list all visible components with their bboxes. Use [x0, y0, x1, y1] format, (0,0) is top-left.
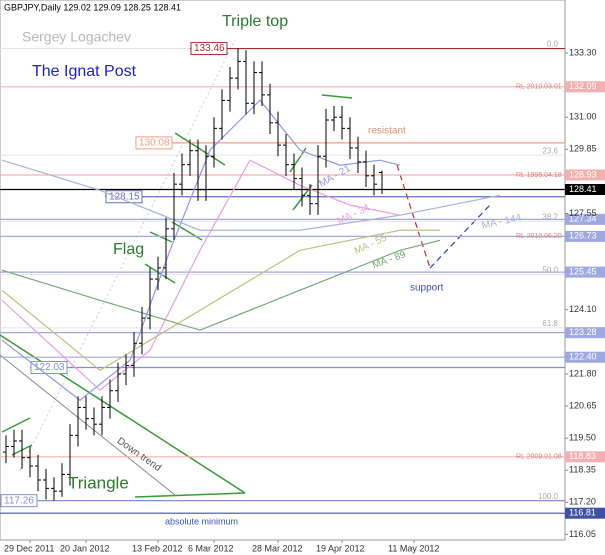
annotation: absolute minimum — [165, 516, 238, 526]
level-note: RL 2010.06.20 — [516, 233, 562, 240]
level-tag — [565, 327, 605, 339]
level-label: 116.81 — [569, 508, 596, 518]
chart-title: GBPJPY,Daily 129.02 129.09 128.25 128.41 — [4, 2, 181, 12]
ma-line — [1, 229, 440, 372]
level-box — [190, 42, 228, 56]
level-tag — [565, 183, 605, 195]
level-tag — [565, 451, 605, 463]
level-label: 117.26 — [4, 495, 34, 506]
level-label: 128.41 — [569, 184, 597, 194]
level-box — [0, 494, 38, 508]
axis: 133.30 131.00 129.85 127.55 124.10 121.80 120.… — [4, 47, 597, 553]
y-tick-label: 116.05 — [569, 529, 596, 539]
level-tag — [565, 266, 605, 278]
flag-line — [149, 231, 173, 243]
y-tick-label: 124.10 — [569, 304, 597, 314]
y-tick-label: 117.20 — [569, 497, 596, 507]
pattern-line — [1, 417, 31, 433]
down-trend-line — [0, 354, 176, 496]
annotation: Flag — [113, 241, 144, 258]
level-tag — [565, 230, 605, 242]
level-tag — [565, 213, 605, 225]
fib-label: 100.0 — [538, 492, 559, 501]
flag-line — [144, 263, 176, 284]
y-tick-label: 120.65 — [569, 400, 597, 410]
y-tick-label: 133.30 — [569, 47, 597, 57]
x-tick-label: 28 Mar 2012 — [252, 543, 303, 553]
fib-trend — [19, 39, 236, 471]
x-tick-label: 11 May 2012 — [388, 543, 439, 553]
level-box — [30, 361, 68, 375]
levels: 0.0 23.6 38.2 50.0 61.8 100.0 133.46 132.09 RL 2… — [0, 40, 605, 519]
level-label: 125.45 — [569, 266, 597, 276]
fib-label: 50.0 — [542, 266, 558, 275]
triangle-line — [134, 492, 246, 498]
level-note: RL 2009.01.08 — [516, 454, 562, 461]
level-tag — [565, 169, 605, 181]
ma-line — [1, 239, 441, 331]
fib-label: 38.2 — [542, 212, 558, 221]
annotation: support — [410, 283, 444, 294]
level-box — [105, 190, 143, 204]
watermark: Sergey Logachev — [22, 29, 131, 45]
ma-line — [1, 159, 401, 391]
fib-label: 61.8 — [542, 319, 558, 328]
level-label: 133.46 — [194, 43, 225, 54]
level-label: 130.08 — [139, 138, 170, 149]
level-label: 126.73 — [569, 231, 597, 241]
x-tick-label: 13 Feb 2012 — [132, 543, 183, 553]
brand: The Ignat Post — [32, 63, 137, 80]
x-tick-label: 19 Apr 2012 — [316, 543, 365, 553]
annotation: Triple top — [222, 13, 288, 30]
level-label: 127.34 — [569, 214, 597, 224]
level-tag — [565, 507, 605, 519]
level-label: 132.09 — [569, 81, 597, 91]
level-label: 128.93 — [569, 169, 597, 179]
x-tick-label: 6 Mar 2012 — [188, 543, 234, 553]
level-label: 122.40 — [569, 352, 597, 362]
pattern-line — [171, 221, 203, 241]
y-tick-label: 129.85 — [569, 144, 597, 154]
level-note: RL 2010.03.01 — [516, 84, 562, 91]
y-tick-label: 131.00 — [569, 112, 597, 122]
fib-label: 0.0 — [547, 40, 559, 49]
bars — [3, 48, 385, 501]
x-tick-label: 29 Dec 2011 — [4, 543, 54, 553]
plot-frame — [0, 0, 566, 541]
level-tag — [565, 81, 605, 93]
annotation: Triangle — [68, 473, 129, 492]
level-label: 118.83 — [569, 451, 596, 461]
level-label: 122.03 — [34, 362, 65, 373]
fib-label: 23.6 — [542, 146, 558, 155]
level-label: 128.15 — [109, 191, 140, 202]
pattern-line — [321, 94, 353, 99]
annotation: resistant — [368, 126, 406, 137]
ma-line — [1, 99, 401, 401]
x-tick-label: 20 Jan 2012 — [60, 543, 110, 553]
forecast-down — [396, 164, 431, 269]
level-tag — [565, 351, 605, 363]
y-tick-label: 118.35 — [569, 465, 596, 475]
y-tick-label: 119.50 — [569, 433, 596, 443]
level-label: 123.28 — [569, 327, 597, 337]
ma-line — [1, 159, 501, 231]
pattern-line — [174, 132, 226, 166]
level-box — [135, 136, 173, 150]
y-tick-label: 121.80 — [569, 368, 597, 378]
y-tick-label: 127.55 — [569, 208, 597, 218]
level-note: RL 1995.04.18 — [516, 172, 562, 179]
